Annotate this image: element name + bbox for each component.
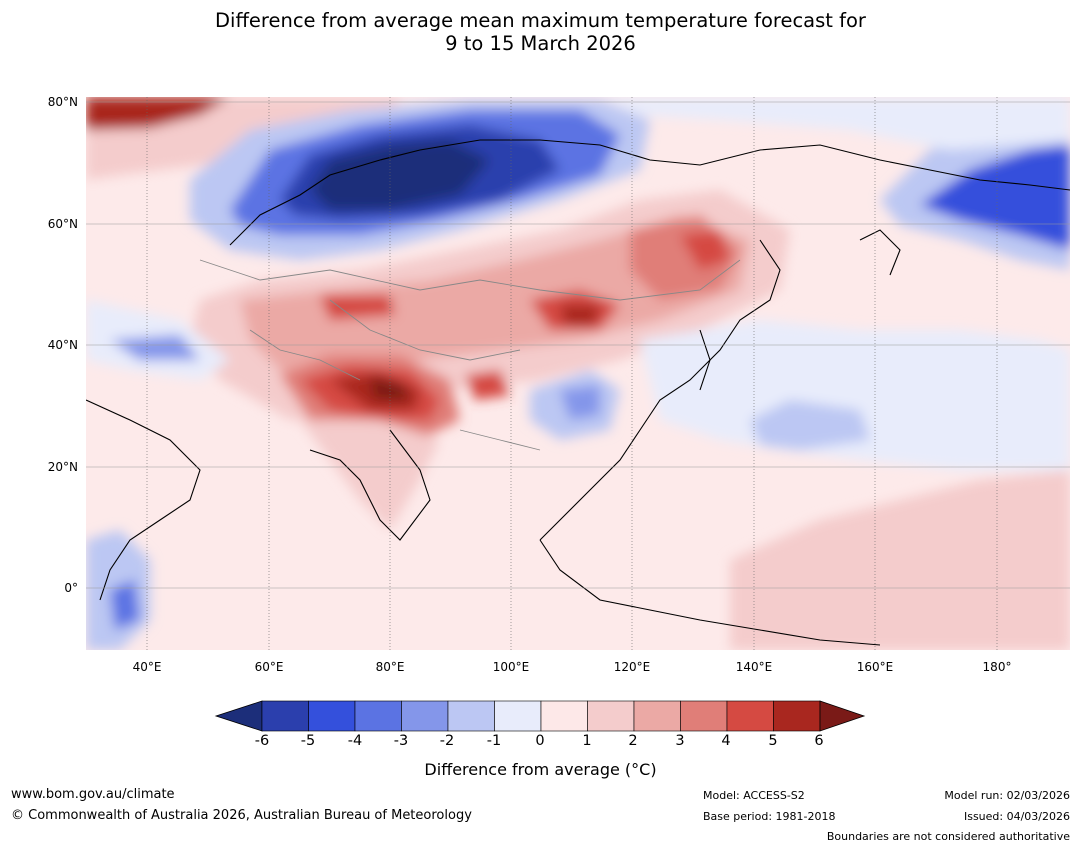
- colorbar-tick: 1: [582, 733, 592, 749]
- warm-region-south-pacific: [730, 470, 1070, 650]
- warm-region-india: [300, 420, 440, 530]
- warm-region-central-asia-mid: [240, 215, 750, 380]
- footer-model: Model: ACCESS-S2: [703, 789, 805, 802]
- latitude-gridlines: [86, 101, 1070, 589]
- colorbar-tick: -3: [393, 733, 409, 749]
- lon-label-160e: 160°E: [856, 660, 894, 674]
- colorbar-segment: [354, 700, 402, 732]
- colorbar-tick: -2: [439, 733, 455, 749]
- footer-model-run: Model run: 02/03/2026: [944, 789, 1070, 802]
- cool-region-south-china-core: [560, 385, 600, 420]
- colorbar-extend-high: [819, 700, 866, 732]
- lat-label-20n: 20°N: [47, 460, 78, 474]
- longitude-gridlines: [146, 97, 998, 650]
- colorbar-segment: [680, 700, 728, 732]
- colorbar-tick: 6: [814, 733, 824, 749]
- colorbar: [214, 700, 866, 732]
- colorbar-segment: [494, 700, 542, 732]
- colorbar-tick: -5: [300, 733, 316, 749]
- colorbar-segment: [587, 700, 635, 732]
- footer-copyright: © Commonwealth of Australia 2026, Austra…: [11, 808, 472, 823]
- colorbar-tick: 5: [768, 733, 778, 749]
- title-line-2: 9 to 15 March 2026: [445, 32, 636, 55]
- cool-region-north-pacific: [640, 320, 1070, 470]
- lat-label-40n: 40°N: [47, 338, 78, 352]
- cool-region-pacific-core: [750, 400, 870, 450]
- footer-issued: Issued: 04/03/2026: [963, 810, 1070, 823]
- lon-label-80e: 80°E: [375, 660, 405, 674]
- warm-region-tibet-core: [370, 378, 405, 400]
- colorbar-tick: 0: [535, 733, 545, 749]
- colorbar-tick: 3: [675, 733, 685, 749]
- colorbar-segment: [726, 700, 774, 732]
- lon-label-180: 180°: [982, 660, 1012, 674]
- lon-label-140e: 140°E: [735, 660, 773, 674]
- strong-warm-region-kazakhstan: [320, 295, 395, 320]
- colorbar-extend-low: [214, 700, 263, 732]
- footer-disclaimer: Boundaries are not considered authoritat…: [826, 830, 1070, 843]
- colorbar-segment: [401, 700, 449, 732]
- colorbar-tick: -1: [486, 733, 502, 749]
- lat-label-60n: 60°N: [47, 217, 78, 231]
- forecast-map: [86, 97, 1070, 650]
- very-warm-region-mongolia: [560, 305, 600, 325]
- cool-region-east-africa-core: [110, 580, 140, 630]
- colorbar-segment: [540, 700, 588, 732]
- chart-title: Difference from average mean maximum tem…: [0, 9, 1081, 55]
- colorbar-segment: [633, 700, 681, 732]
- coastlines: [86, 139, 1070, 646]
- lat-label-80n: 80°N: [47, 95, 78, 109]
- lon-label-40e: 40°E: [132, 660, 162, 674]
- colorbar-tick: 2: [628, 733, 638, 749]
- warm-region-sichuan: [465, 370, 510, 400]
- anomaly-field: [86, 97, 1070, 650]
- lat-label-0: 0°: [64, 581, 78, 595]
- cool-region-caspian: [110, 335, 200, 360]
- colorbar-segment: [308, 700, 356, 732]
- footer-base-period: Base period: 1981-2018: [703, 810, 836, 823]
- strong-warm-region-arctic: [86, 97, 230, 130]
- colorbar-tick: -6: [254, 733, 270, 749]
- country-borders: [199, 259, 741, 451]
- colorbar-tick: -4: [347, 733, 363, 749]
- lon-label-60e: 60°E: [254, 660, 284, 674]
- strong-warm-region-manchuria: [680, 230, 730, 270]
- colorbar-title: Difference from average (°C): [424, 760, 657, 779]
- colorbar-segment: [261, 700, 309, 732]
- title-line-1: Difference from average mean maximum tem…: [215, 9, 866, 32]
- lon-label-120e: 120°E: [613, 660, 651, 674]
- cool-region-arctic-coast: [600, 97, 1070, 150]
- footer-url: www.bom.gov.au/climate: [11, 787, 175, 802]
- lon-label-100e: 100°E: [492, 660, 530, 674]
- colorbar-segment: [447, 700, 495, 732]
- cold-region-siberia-core: [310, 140, 490, 210]
- colorbar-tick: 4: [721, 733, 731, 749]
- colorbar-segment: [773, 700, 821, 732]
